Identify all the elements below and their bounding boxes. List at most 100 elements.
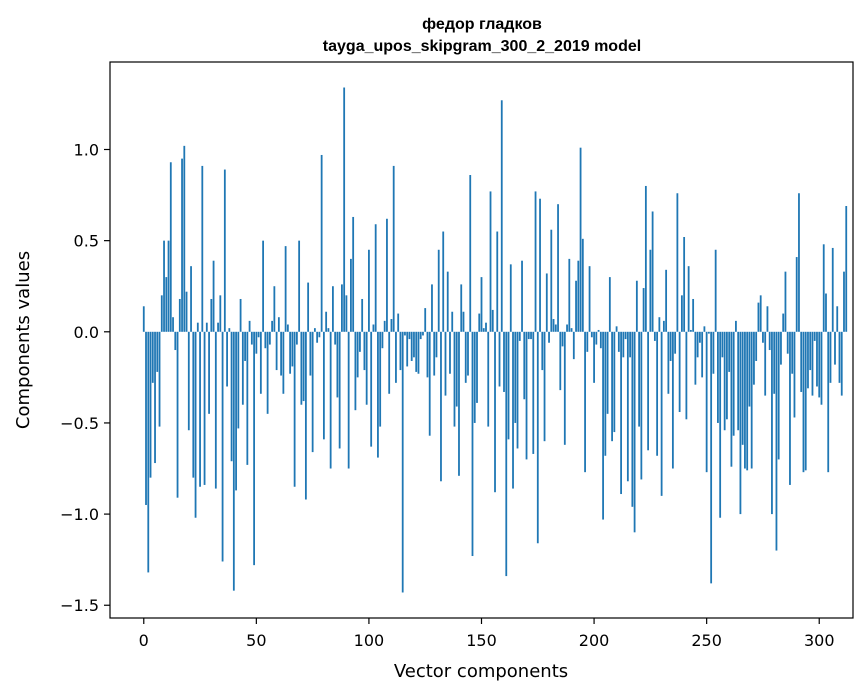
plot-frame <box>109 61 854 619</box>
bar-118 <box>408 331 411 340</box>
bar-187 <box>563 331 566 445</box>
bar-298 <box>813 331 816 341</box>
bar-66 <box>291 331 294 367</box>
bar-162 <box>507 331 510 440</box>
bar-160 <box>503 331 505 392</box>
bar-176 <box>539 198 541 332</box>
bar-230 <box>660 331 663 496</box>
bar-296 <box>809 331 812 371</box>
bar-130 <box>435 331 438 358</box>
bar-104 <box>377 331 379 458</box>
bar-57 <box>271 320 274 332</box>
bar-211 <box>617 331 620 352</box>
bar-108 <box>386 218 388 332</box>
bar-158 <box>498 331 501 387</box>
bar-50 <box>255 331 258 354</box>
bar-65 <box>289 331 292 374</box>
bar-201 <box>595 331 598 345</box>
bar-86 <box>336 331 339 398</box>
bar-224 <box>647 331 650 451</box>
bar-269 <box>748 331 751 407</box>
bar-240 <box>683 237 686 332</box>
bar-208 <box>611 331 613 442</box>
bar-262 <box>732 331 735 436</box>
bar-49 <box>253 331 255 566</box>
bar-79 <box>320 154 323 332</box>
bar-97 <box>361 298 364 332</box>
bar-114 <box>399 331 402 371</box>
bar-76 <box>313 328 316 332</box>
bar-156 <box>494 331 496 493</box>
bar-174 <box>534 191 537 332</box>
bar-181 <box>550 229 553 332</box>
bar-273 <box>757 302 760 332</box>
bar-155 <box>491 309 494 332</box>
bar-159 <box>500 100 503 332</box>
bar-167 <box>518 331 521 341</box>
bar-172 <box>530 331 532 340</box>
bar-222 <box>642 288 645 332</box>
bar-283 <box>780 331 782 365</box>
bar-13 <box>172 317 174 332</box>
bar-77 <box>316 331 319 343</box>
bar-85 <box>334 331 337 345</box>
bar-196 <box>584 331 586 473</box>
bar-45 <box>244 331 246 361</box>
bar-60 <box>277 317 280 332</box>
bar-9 <box>163 240 165 332</box>
bar-127 <box>428 331 431 436</box>
bar-182 <box>552 319 555 332</box>
bar-214 <box>624 331 627 340</box>
bar-166 <box>516 331 519 449</box>
bar-237 <box>676 193 679 332</box>
bar-247 <box>699 331 701 343</box>
bar-137 <box>451 311 454 332</box>
bar-308 <box>836 306 839 332</box>
bar-297 <box>811 331 814 396</box>
chart-title-line1: федор гладков <box>422 16 542 33</box>
bar-263 <box>735 320 737 332</box>
bar-302 <box>822 244 825 332</box>
y-tick-label-0: −1.5 <box>60 596 99 615</box>
bar-48 <box>250 331 253 345</box>
bar-301 <box>820 331 823 405</box>
bar-243 <box>689 329 692 332</box>
bar-204 <box>602 331 604 520</box>
bar-103 <box>374 224 377 332</box>
bar-32 <box>214 331 217 489</box>
bar-253 <box>712 331 715 374</box>
bar-10 <box>165 277 168 332</box>
bar-12 <box>169 162 172 332</box>
bar-126 <box>426 331 429 378</box>
bar-105 <box>379 331 382 427</box>
bar-106 <box>381 331 384 349</box>
bar-46 <box>246 331 249 465</box>
bar-304 <box>827 331 830 473</box>
bar-100 <box>368 249 370 332</box>
bar-109 <box>388 331 391 394</box>
bar-268 <box>746 331 749 471</box>
bar-74 <box>309 331 312 376</box>
bar-18 <box>183 145 186 332</box>
bar-17 <box>181 158 183 332</box>
bar-139 <box>455 331 458 407</box>
bar-282 <box>777 331 780 460</box>
bar-276 <box>764 331 767 396</box>
bar-275 <box>762 331 764 343</box>
bar-27 <box>203 331 206 485</box>
bar-62 <box>282 331 285 394</box>
bar-26 <box>201 165 204 332</box>
bar-207 <box>608 277 611 332</box>
bar-257 <box>721 331 724 358</box>
bar-238 <box>678 331 681 413</box>
y-tick-label-3: 0.0 <box>74 323 99 342</box>
bar-209 <box>613 331 616 433</box>
x-tick-label-300: 300 <box>804 631 835 650</box>
bar-21 <box>190 266 192 332</box>
bar-148 <box>476 331 478 403</box>
bar-70 <box>300 331 303 405</box>
bar-59 <box>275 331 278 371</box>
bar-246 <box>696 331 699 358</box>
